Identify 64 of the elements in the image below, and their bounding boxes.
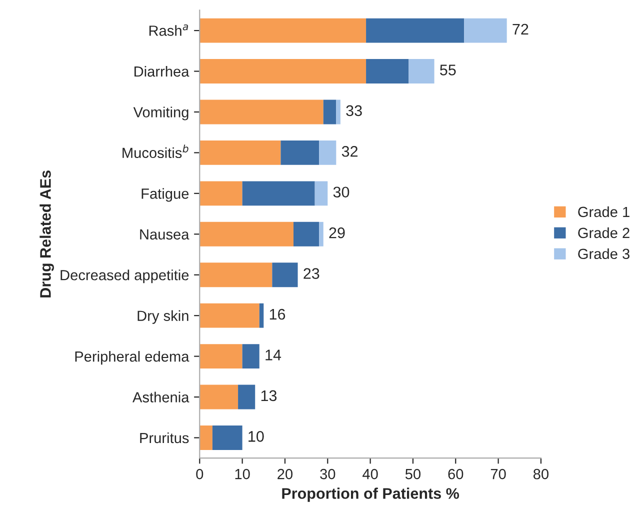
total-label: 23 [304, 268, 320, 279]
y-tick-label: Pruritus [140, 432, 189, 444]
x-tick-label: 80 [533, 468, 548, 480]
bar [200, 100, 324, 124]
bar [238, 384, 256, 410]
bar [366, 18, 464, 43]
bar [242, 344, 260, 369]
total-label: 32 [342, 146, 358, 157]
bar [319, 222, 324, 246]
total-label: 29 [329, 227, 345, 238]
bar [319, 140, 336, 165]
y-tick-label: Peripheral edema [75, 351, 190, 365]
bar [242, 181, 315, 206]
bar [336, 100, 340, 124]
x-tick-label: 40 [362, 468, 378, 480]
bar [280, 140, 320, 165]
bar [200, 303, 260, 328]
y-tick-label: Dry skin [138, 310, 188, 324]
total-label: 55 [440, 64, 456, 76]
y-tick-label: Rash$^{a}$ [149, 24, 188, 36]
bar [200, 140, 281, 165]
total-label: 13 [261, 390, 277, 402]
y-axis-title: Drug Related AEs [40, 170, 54, 298]
bar [464, 18, 507, 43]
x-axis-title: Proportion of Patients % [282, 488, 460, 502]
legend-label: Grade 3 [578, 248, 630, 260]
x-tick-label: 60 [448, 468, 464, 480]
bar [200, 222, 294, 246]
total-label: 10 [248, 431, 264, 442]
legend-label: Grade 1 [578, 206, 630, 218]
total-label: 30 [333, 186, 350, 198]
bar [200, 426, 212, 450]
y-tick-label: Decreased appetitie [60, 270, 189, 284]
bar [294, 222, 320, 246]
bar [259, 303, 264, 328]
bar [212, 426, 242, 450]
y-tick-label: Nausea [140, 229, 190, 240]
bar [200, 262, 272, 288]
legend-label: Grade 2 [578, 227, 630, 238]
bar [200, 181, 242, 206]
bar [366, 59, 409, 84]
y-tick-label: Asthenia [132, 392, 190, 402]
bar [200, 18, 366, 43]
bar [272, 262, 298, 288]
x-tick-label: 0 [196, 468, 204, 480]
y-tick-label: Diarrhea [134, 66, 190, 77]
x-tick-label: 20 [278, 468, 293, 480]
x-tick-label: 50 [405, 468, 421, 480]
bar [200, 344, 242, 369]
x-tick-label: 70 [490, 468, 506, 480]
total-label: 72 [512, 24, 528, 34]
total-label: 33 [346, 105, 362, 116]
y-tick-label: Vomiting [133, 106, 188, 120]
total-label: 16 [270, 308, 286, 320]
bar [323, 100, 336, 124]
x-tick-label: 10 [235, 468, 250, 480]
y-tick-label: Mucositis$^{b}$ [122, 144, 188, 158]
bar [314, 181, 328, 206]
x-tick-label: 30 [320, 468, 336, 480]
total-label: 14 [266, 350, 282, 360]
y-tick-label: Fatigue [142, 188, 189, 202]
bar [408, 59, 434, 84]
bar [200, 384, 238, 410]
bar [200, 59, 366, 84]
